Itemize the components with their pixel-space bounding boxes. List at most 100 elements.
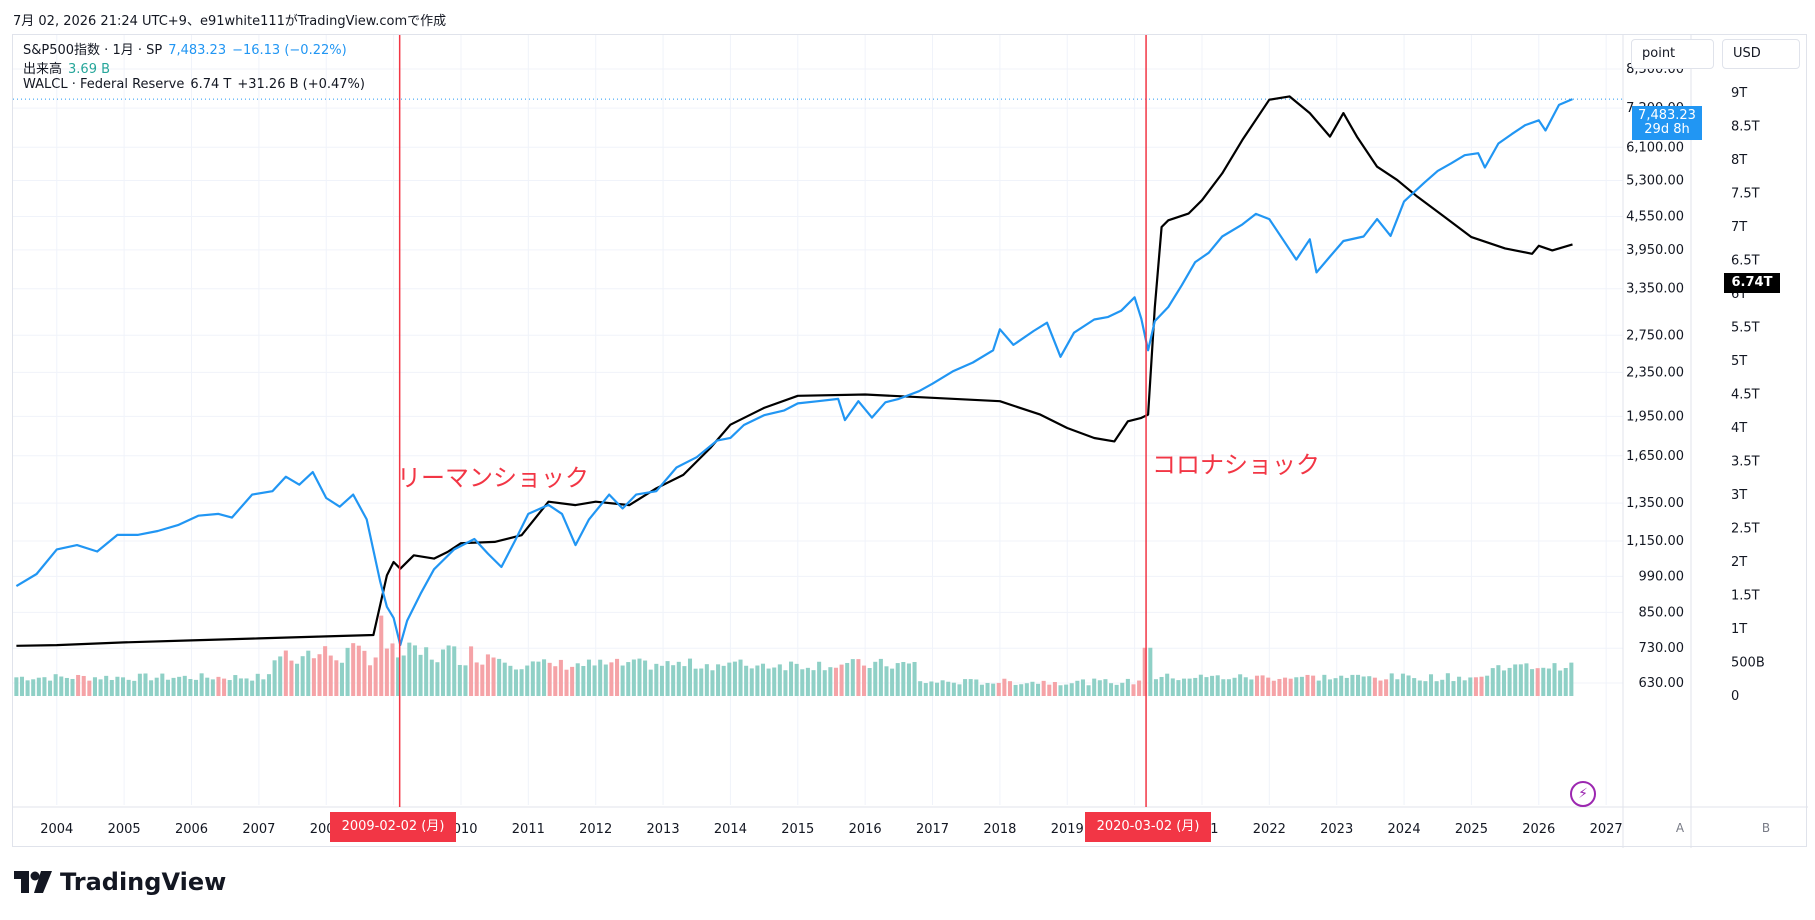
volume-bar: [822, 670, 827, 696]
right-tick-label: 2T: [1731, 555, 1747, 570]
volume-bar: [1395, 679, 1400, 696]
legend-volume-value: 3.69 B: [68, 62, 111, 77]
volume-bar: [1254, 675, 1260, 696]
walcl-line[interactable]: [16, 95, 1573, 647]
volume-bar: [25, 680, 30, 696]
volume-bar: [558, 659, 563, 696]
volume-bar: [1361, 676, 1366, 696]
volume-bar: [525, 665, 530, 696]
volume-bar: [1052, 682, 1057, 696]
volume-bar: [1019, 684, 1024, 696]
spx-line[interactable]: [15, 98, 1573, 647]
walcl-last-value-tag: 6.74T: [1724, 273, 1780, 293]
right-tick-label: 5.5T: [1731, 321, 1760, 336]
bar-countdown: 29d 8h: [1644, 122, 1690, 137]
volume-bar: [631, 659, 636, 696]
volume-bar: [1518, 664, 1523, 696]
x-tick-label: 2012: [579, 822, 612, 837]
right-tick-label: 500B: [1731, 656, 1765, 671]
volume-bar: [328, 655, 333, 696]
right-tick-label: 3T: [1731, 488, 1747, 503]
legend-spx[interactable]: S&P500指数 · 1月 · SP 7,483.23 −16.13 (−0.22%…: [23, 39, 353, 58]
volume-bar: [1243, 677, 1248, 696]
volume-bar: [379, 615, 384, 696]
right-tick-label: 8T: [1731, 153, 1747, 168]
volume-bar: [963, 679, 968, 696]
volume-bar: [1479, 676, 1484, 696]
volume-bar: [884, 666, 889, 696]
volume-bar: [1198, 674, 1203, 696]
volume-bar: [132, 680, 137, 696]
volume-bar: [766, 668, 771, 696]
volume-bar: [665, 661, 670, 696]
legend-walcl[interactable]: WALCL · Federal Reserve 6.74 T +31.26 B (+…: [23, 77, 371, 92]
volume-bar: [817, 661, 822, 696]
volume-bar: [1440, 679, 1445, 696]
right-scale-currency-button[interactable]: USD: [1722, 39, 1800, 69]
volume-bar: [856, 659, 861, 696]
left-tick-label: 3,950.00: [1626, 243, 1684, 258]
volume-bar: [440, 649, 446, 696]
volume-bar: [727, 662, 732, 696]
volume-bar: [36, 677, 41, 696]
x-tick-label: 2018: [983, 822, 1016, 837]
volume-bar: [996, 682, 1001, 696]
legend-volume[interactable]: 出来高 3.69 B: [23, 58, 116, 77]
volume-bar: [693, 668, 698, 696]
volume-bar: [929, 681, 934, 696]
chart-canvas[interactable]: 2004200520062007200820092010201120122013…: [13, 35, 1808, 848]
volume-bar: [497, 658, 502, 696]
volume-bar: [1299, 676, 1304, 696]
lightning-icon[interactable]: ⚡: [1570, 781, 1596, 807]
volume-bar: [1327, 679, 1332, 696]
volume-bar: [1013, 684, 1018, 696]
volume-bar: [317, 654, 322, 696]
volume-bar: [671, 665, 676, 696]
volume-bar: [339, 662, 344, 696]
volume-bar: [1153, 679, 1158, 696]
volume-bar: [1400, 673, 1405, 696]
volume-bar: [575, 663, 580, 696]
volume-bar: [906, 663, 911, 696]
volume-bar: [311, 658, 316, 696]
volume-bar: [165, 679, 170, 696]
left-scale-unit-button[interactable]: point: [1631, 39, 1714, 69]
tradingview-logo[interactable]: TradingView: [14, 868, 226, 896]
volume-bar: [564, 669, 569, 696]
volume-bar: [362, 650, 367, 696]
volume-bar: [149, 680, 154, 696]
volume-bar: [716, 664, 721, 696]
volume-bar: [126, 679, 131, 696]
volume-bar: [1069, 683, 1074, 696]
volume-bar: [1193, 677, 1198, 696]
auto-scale-button[interactable]: A: [1675, 821, 1685, 835]
volume-bar: [1097, 680, 1102, 696]
volume-bar: [1030, 681, 1035, 696]
right-scale-toggle-button[interactable]: B: [1761, 821, 1771, 835]
volume-bar: [586, 659, 591, 696]
volume-bar: [519, 669, 524, 696]
volume-bar: [216, 676, 221, 696]
volume-bar: [609, 662, 614, 696]
chart-frame: 2004200520062007200820092010201120122013…: [12, 34, 1808, 848]
volume-bar: [1266, 677, 1271, 696]
volume-bar: [682, 666, 687, 696]
volume-bar: [1389, 673, 1394, 696]
volume-bar: [1092, 678, 1097, 696]
volume-bar: [1165, 673, 1170, 696]
volume-bar: [1507, 667, 1512, 696]
volume-bar: [749, 668, 754, 696]
right-tick-label: 3.5T: [1731, 455, 1760, 470]
volume-bar: [1204, 677, 1209, 696]
volume-bar: [1546, 668, 1551, 696]
volume-bar: [513, 669, 519, 696]
volume-bar: [946, 681, 951, 696]
volume-bar: [188, 679, 193, 696]
volume-bar: [873, 661, 878, 696]
left-tick-label: 2,750.00: [1626, 328, 1684, 343]
volume-bar: [1109, 683, 1114, 696]
volume-bar: [92, 677, 97, 696]
volume-bar: [396, 657, 401, 696]
volume-bar: [154, 677, 159, 696]
volume-bar: [654, 663, 659, 696]
